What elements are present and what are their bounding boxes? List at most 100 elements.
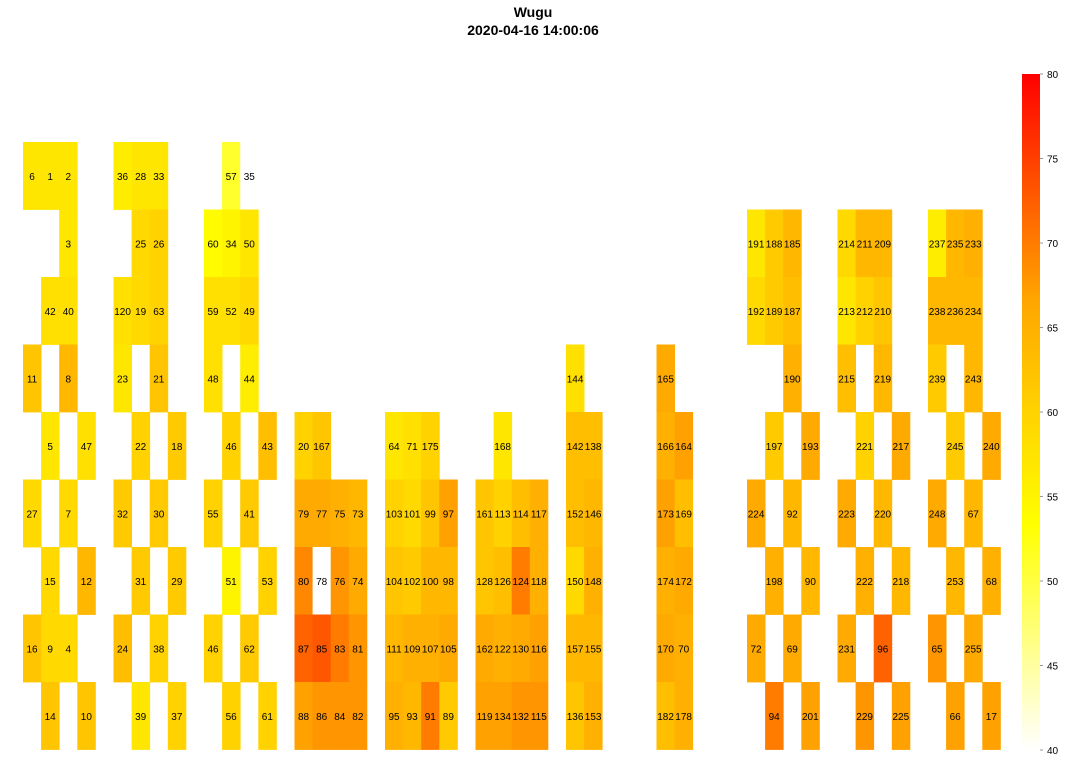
- chart-subtitle: 2020-04-16 14:00:06: [467, 22, 599, 38]
- heatmap-cell: [240, 209, 259, 278]
- cell-label: 189: [766, 307, 783, 318]
- cell-label: 94: [769, 712, 781, 723]
- heatmap-cell: [765, 682, 784, 750]
- heatmap-cell: [41, 142, 60, 210]
- cell-label: 128: [476, 577, 493, 588]
- heatmap-cell: [873, 344, 893, 413]
- cell-label: 136: [567, 712, 584, 723]
- colorbar-tick-label: 70: [1047, 239, 1059, 250]
- heatmap-cell: [584, 547, 603, 615]
- cell-label: 210: [874, 307, 891, 318]
- cell-label: 124: [512, 577, 529, 588]
- heatmap-cell: [928, 209, 947, 278]
- heatmap-cell: [113, 479, 132, 548]
- heatmap-cell: [475, 547, 494, 615]
- heatmap-cell: [529, 479, 549, 548]
- cell-label: 98: [443, 577, 455, 588]
- cell-label: 30: [153, 509, 165, 520]
- cell-label: 72: [750, 644, 762, 655]
- heatmap-cell: [330, 547, 350, 615]
- cell-label: 111: [386, 644, 402, 655]
- cell-label: 138: [585, 442, 602, 453]
- heatmap-cell: [566, 547, 585, 615]
- cell-label: 209: [874, 239, 891, 250]
- heatmap-cell: [348, 682, 368, 750]
- heatmap-cell: [240, 614, 259, 683]
- cell-label: 5: [47, 442, 53, 453]
- heatmap-cell: [113, 277, 132, 345]
- cell-label: 75: [334, 509, 346, 520]
- heatmap-cell: [855, 682, 875, 750]
- cell-label: 46: [226, 442, 238, 453]
- cell-label: 61: [262, 712, 274, 723]
- cell-label: 174: [657, 577, 674, 588]
- heatmap-cell: [77, 682, 96, 750]
- cell-label: 89: [443, 712, 455, 723]
- colorbar-tick-label: 80: [1047, 70, 1059, 81]
- heatmap-cell: [149, 344, 169, 413]
- heatmap-cell: [837, 614, 856, 683]
- cell-label: 28: [135, 172, 147, 183]
- cell-label: 93: [407, 712, 419, 723]
- heatmap-cell: [240, 479, 259, 548]
- cell-label: 68: [986, 577, 998, 588]
- heatmap-cell: [855, 277, 875, 345]
- heatmap-cell: [873, 614, 893, 683]
- heatmap-cell: [493, 547, 513, 615]
- colorbar-tick-label: 40: [1047, 746, 1059, 757]
- cell-label: 178: [675, 712, 692, 723]
- cell-label: 24: [117, 644, 129, 655]
- cell-label: 213: [838, 307, 855, 318]
- heatmap-cell: [566, 614, 585, 683]
- heatmap-cell: [801, 547, 820, 615]
- heatmap-cell: [41, 682, 60, 750]
- cell-label: 90: [805, 577, 817, 588]
- cell-label: 144: [567, 374, 584, 385]
- cell-label: 116: [531, 644, 547, 655]
- heatmap-cell: [928, 344, 947, 413]
- heatmap-cell: [312, 682, 332, 750]
- cell-label: 57: [226, 172, 238, 183]
- heatmap-cell: [837, 344, 856, 413]
- heatmap-cell: [312, 547, 332, 615]
- heatmap-cell: [403, 547, 422, 615]
- cell-label: 87: [298, 644, 310, 655]
- cell-label: 101: [404, 509, 421, 520]
- cell-label: 170: [657, 644, 674, 655]
- cell-label: 19: [135, 307, 147, 318]
- heatmap-cell: [403, 682, 422, 750]
- heatmap-cell: [964, 479, 983, 548]
- cell-label: 119: [477, 712, 493, 723]
- cell-label: 157: [567, 644, 584, 655]
- heatmap-cell: [674, 547, 694, 615]
- chart-title: Wugu: [513, 4, 553, 20]
- cell-label: 63: [153, 307, 165, 318]
- heatmap-cell: [113, 142, 132, 210]
- heatmap-cell: [837, 277, 856, 345]
- heatmap-cell: [873, 209, 893, 278]
- cell-label: 65: [931, 644, 943, 655]
- cell-label: 166: [657, 442, 674, 453]
- cell-label: 162: [476, 644, 493, 655]
- cell-label: 2: [65, 172, 71, 183]
- cell-label: 233: [965, 239, 982, 250]
- heatmap-cell: [385, 479, 404, 548]
- heatmap-cell: [222, 682, 241, 750]
- cell-label: 167: [313, 442, 330, 453]
- cell-label: 36: [117, 172, 129, 183]
- heatmap-cell: [656, 344, 675, 413]
- heatmap-cell: [765, 547, 784, 615]
- cell-label: 225: [893, 712, 910, 723]
- heatmap-cell: [855, 412, 875, 480]
- heatmap-cell: [475, 614, 494, 683]
- cell-label: 132: [512, 712, 529, 723]
- cell-label: 148: [585, 577, 602, 588]
- cell-label: 26: [153, 239, 165, 250]
- colorbar-tick-label: 65: [1047, 324, 1059, 335]
- cell-label: 20: [298, 442, 310, 453]
- heatmap-cell: [493, 682, 513, 750]
- heatmap-cell: [783, 479, 802, 548]
- cell-label: 239: [929, 374, 946, 385]
- heatmap-cell: [131, 277, 151, 345]
